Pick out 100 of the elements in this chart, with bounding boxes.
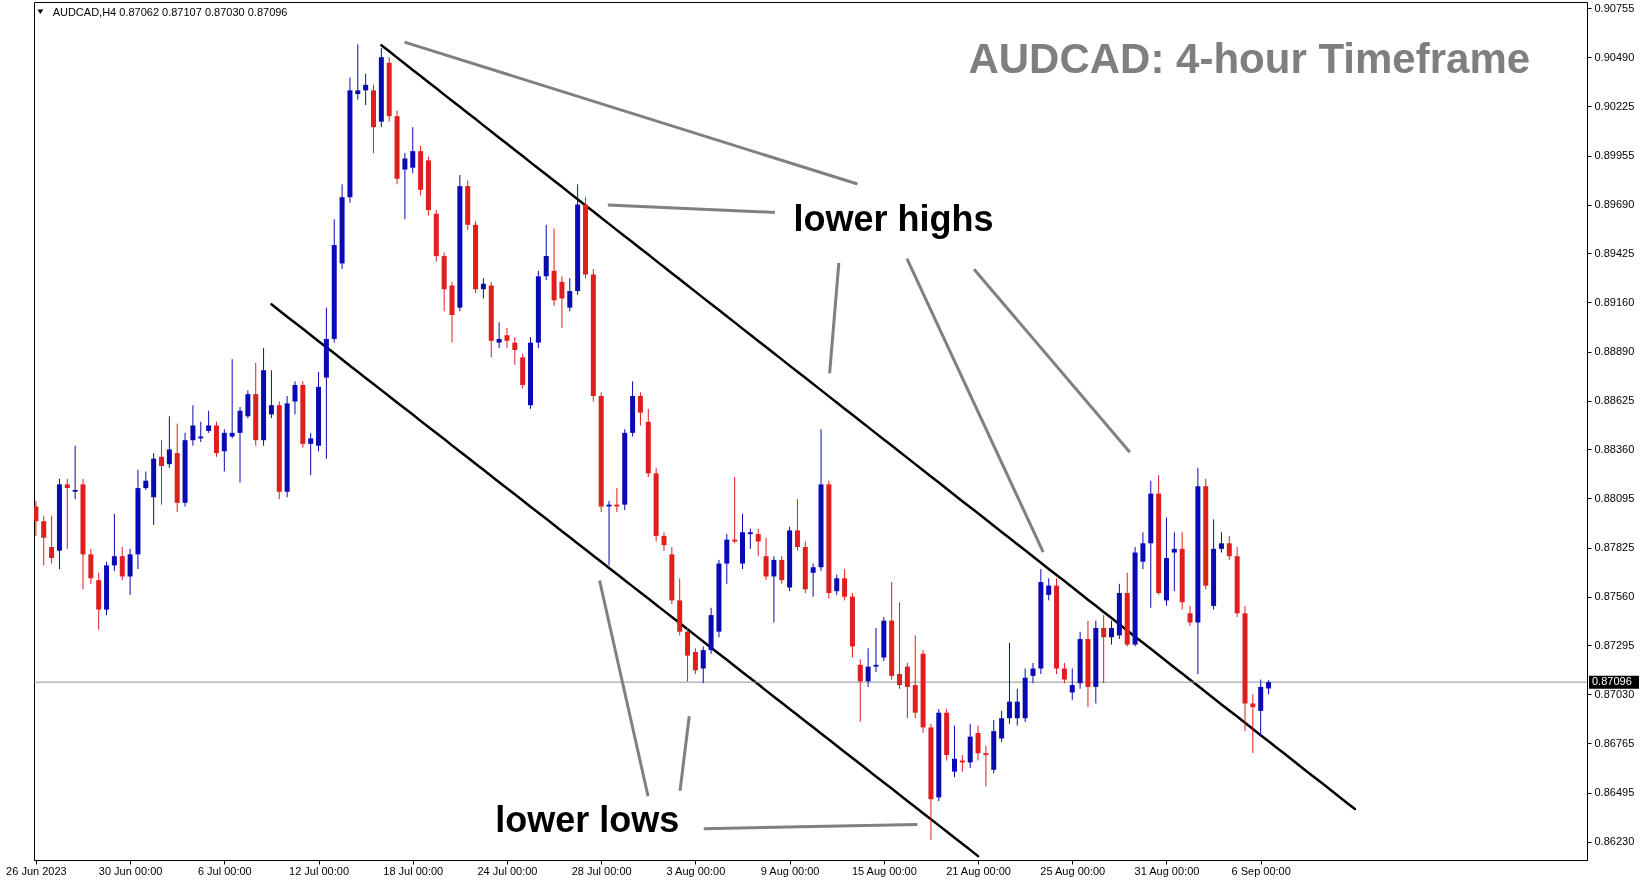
candlestick: [402, 152, 408, 220]
candlestick: [49, 515, 55, 565]
candlestick: [1187, 605, 1193, 627]
candlestick: [512, 336, 518, 366]
x-tick-label: 25 Aug 00:00: [1040, 864, 1106, 877]
candlestick: [1046, 577, 1052, 601]
y-tick-label: 0.88890: [1594, 345, 1635, 358]
annotation: lower lows: [495, 799, 680, 840]
candlestick: [1250, 693, 1256, 754]
y-tick-label: 0.88095: [1594, 491, 1635, 504]
x-tick-label: 12 Jul 00:00: [289, 864, 349, 877]
candlestick: [111, 513, 117, 572]
candlestick: [951, 725, 957, 778]
y-tick-label: 0.90490: [1594, 50, 1635, 63]
candlestick: [237, 406, 243, 484]
x-tick-label: 26 Jun 2023: [6, 864, 67, 877]
candlestick: [72, 445, 78, 500]
candlestick: [206, 410, 212, 434]
candlestick: [865, 647, 871, 688]
annotation: AUDCAD,H4 0.87062 0.87107 0.87030 0.87096: [52, 6, 288, 18]
x-tick-label: 31 Aug 00:00: [1134, 864, 1200, 877]
candlestick: [34, 500, 39, 537]
y-tick-label: 0.87030: [1594, 687, 1635, 700]
x-tick-label: 3 Aug 00:00: [666, 864, 726, 877]
candlestick: [975, 725, 981, 762]
candlestick: [692, 647, 698, 675]
candlestick: [1101, 614, 1107, 684]
candlestick: [127, 548, 133, 596]
candlestick: [119, 546, 125, 581]
candlestick: [567, 277, 573, 312]
candlestick: [88, 548, 94, 585]
candlestick: [747, 528, 753, 550]
y-tick-label: 0.87825: [1594, 541, 1635, 554]
candlestick: [1069, 668, 1075, 701]
candlestick: [41, 515, 47, 566]
candlestick: [779, 555, 785, 585]
candlestick: [268, 369, 274, 419]
candlestick: [1014, 688, 1020, 727]
candlestick: [1030, 662, 1036, 684]
candlestick: [834, 574, 840, 596]
candlestick: [873, 627, 879, 673]
candlestick: [857, 658, 863, 723]
candlestick: [292, 380, 298, 415]
candlestick: [1140, 531, 1146, 570]
candlestick: [143, 471, 149, 491]
y-tick-label: 0.87295: [1594, 639, 1635, 651]
y-tick-label: 0.87560: [1594, 590, 1635, 603]
x-tick-label: 21 Aug 00:00: [946, 864, 1011, 877]
candlestick: [166, 415, 172, 469]
candlestick: [1109, 620, 1115, 646]
candlestick: [794, 498, 800, 552]
y-tick-label: 0.88360: [1594, 442, 1635, 455]
candlestick: [1258, 679, 1264, 738]
candlestick: [504, 327, 510, 349]
candlestick: [410, 126, 416, 174]
candlestick: [245, 389, 251, 419]
x-tick-label: 30 Jun 00:00: [98, 864, 163, 877]
candlestick: [559, 275, 565, 329]
candlestick: [724, 533, 730, 585]
candlestick: [221, 428, 227, 473]
y-tick-label: 0.89690: [1594, 198, 1635, 211]
x-tick-label: 15 Aug 00:00: [851, 864, 917, 877]
x-tick-label: 9 Aug 00:00: [760, 864, 820, 877]
candlestick: [755, 528, 761, 557]
x-tick-label: 6 Jul 00:00: [197, 864, 252, 877]
y-tick-label: 0.89425: [1594, 246, 1635, 259]
x-tick-label: 18 Jul 00:00: [383, 864, 444, 877]
y-tick-label: 0.86765: [1594, 736, 1635, 749]
candlestick: [229, 358, 235, 439]
candlestick: [983, 745, 989, 787]
candlestick: [64, 478, 70, 550]
candlestick: [1171, 531, 1177, 592]
x-tick-label: 28 Jul 00:00: [571, 864, 632, 877]
candlestick: [771, 555, 777, 623]
candlestick: [496, 321, 502, 349]
candlestick: [1226, 535, 1232, 561]
y-tick-label: 0.88625: [1594, 394, 1635, 407]
candlestick: [763, 537, 769, 581]
candlestick: [543, 224, 549, 281]
candlestick: [685, 627, 691, 682]
y-tick-label: 0.89160: [1594, 295, 1635, 308]
candlestick: [897, 601, 903, 690]
candlestick: [700, 645, 706, 684]
candlestick: [1006, 642, 1012, 725]
annotation: lower highs: [793, 198, 994, 239]
candlestick: [355, 43, 361, 101]
y-tick-label: 0.90755: [1594, 1, 1635, 14]
x-tick-label: 24 Jul 00:00: [477, 864, 538, 877]
candlestick: [999, 710, 1005, 743]
candlestick: [190, 404, 196, 447]
ref-line-label: 0.87096: [1592, 675, 1632, 688]
candlestick: [1218, 531, 1224, 554]
candlestick: [308, 432, 314, 476]
y-tick-label: 0.89955: [1594, 149, 1635, 162]
candlestick: [904, 662, 910, 719]
candlestick: [810, 563, 816, 598]
y-tick-label: 0.90225: [1594, 99, 1635, 112]
text: AUDCAD: 4-hour Timeframe: [968, 35, 1531, 82]
candlestick: [661, 531, 667, 552]
x-tick-label: 6 Sep 00:00: [1231, 864, 1291, 877]
